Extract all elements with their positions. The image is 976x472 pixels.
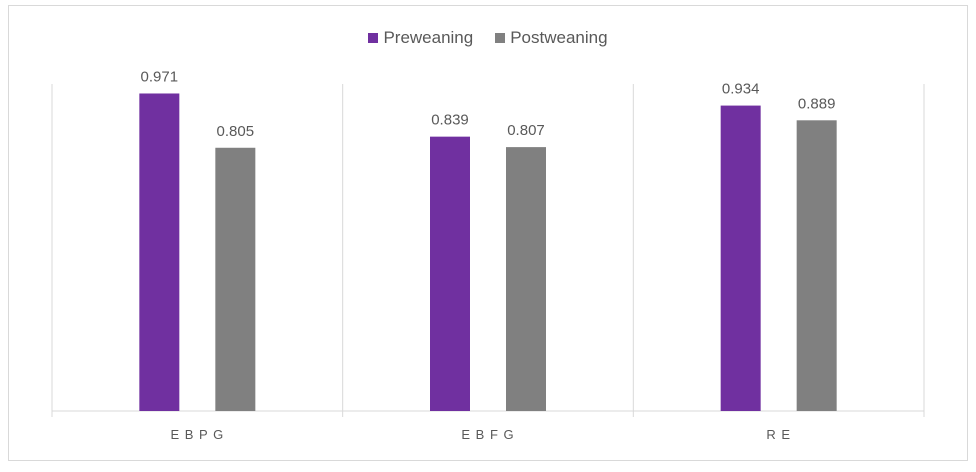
data-label-postweaning-2: 0.807 <box>507 122 545 139</box>
category-label-2: E B F G <box>461 427 514 442</box>
legend-swatch-postweaning <box>495 33 506 43</box>
legend-swatch-preweaning <box>368 33 379 43</box>
data-label-preweaning-1: 0.971 <box>141 68 179 85</box>
bar-postweaning-2 <box>506 147 546 411</box>
bar-preweaning-1 <box>139 93 180 411</box>
category-label-3: R E <box>766 427 791 442</box>
bar-preweaning-2 <box>430 136 470 411</box>
legend-item-postweaning: Postweaning <box>495 28 608 48</box>
bar-postweaning-1 <box>215 147 256 411</box>
category-label-1: E B P G <box>170 427 224 442</box>
legend-label-postweaning: Postweaning <box>510 28 608 47</box>
data-label-postweaning-1: 0.805 <box>217 123 255 140</box>
data-label-postweaning-3: 0.889 <box>798 95 836 112</box>
data-label-preweaning-2: 0.839 <box>431 112 469 129</box>
legend-item-preweaning: Preweaning <box>368 28 473 48</box>
bar-postweaning-3 <box>796 120 837 411</box>
legend: Preweaning Postweaning <box>0 28 976 48</box>
legend-label-preweaning: Preweaning <box>383 28 474 47</box>
data-label-preweaning-3: 0.934 <box>722 81 760 98</box>
bar-preweaning-3 <box>720 105 761 411</box>
